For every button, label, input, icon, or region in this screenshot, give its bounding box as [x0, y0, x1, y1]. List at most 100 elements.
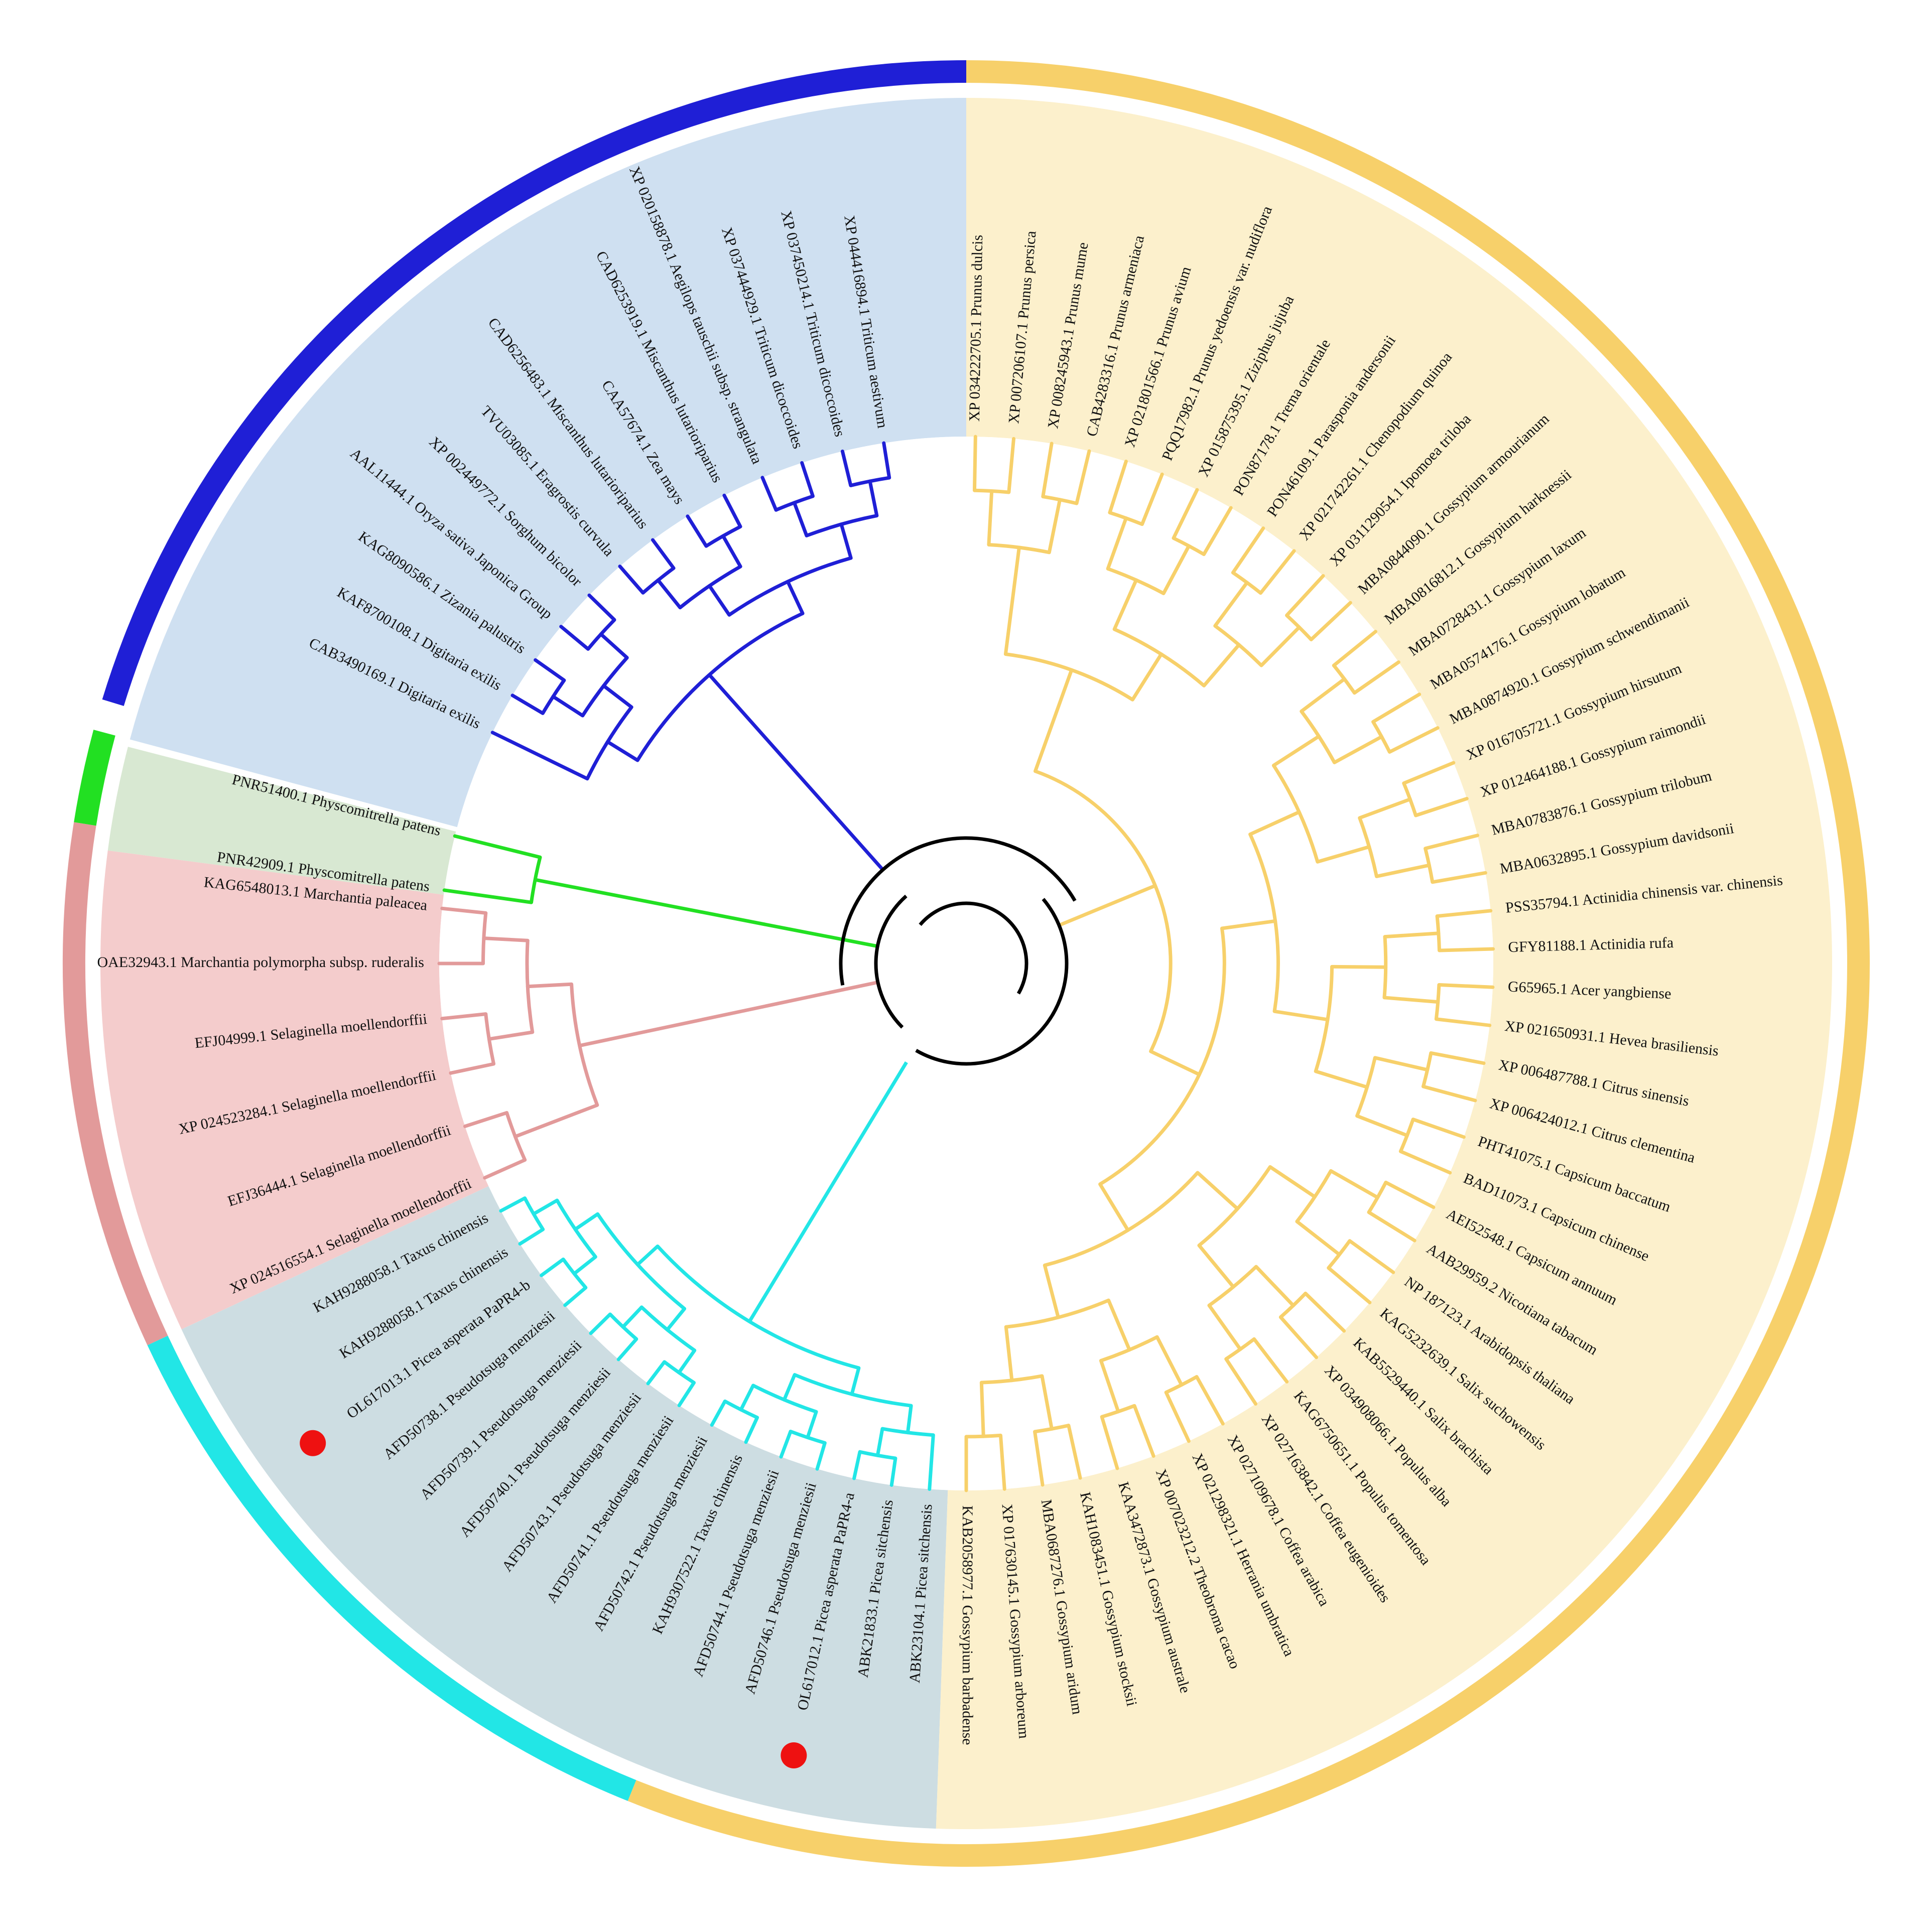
branch — [806, 1410, 818, 1440]
branch — [800, 461, 815, 498]
clade-stem — [579, 981, 878, 1048]
branch — [1285, 574, 1325, 617]
branch — [1384, 1180, 1436, 1209]
branch — [1371, 693, 1422, 724]
branch — [839, 522, 853, 560]
branch — [1421, 1084, 1477, 1103]
branch — [1108, 459, 1128, 515]
branch — [532, 1198, 559, 1216]
branch — [646, 1360, 667, 1386]
branch — [875, 1427, 884, 1457]
branch — [1398, 1149, 1452, 1175]
branch — [1248, 810, 1301, 837]
branch — [779, 1429, 793, 1459]
leaf-label: XP 034222705.1 Prunus dulcis — [966, 235, 986, 422]
outer-clade-ring — [63, 60, 1870, 1867]
branch — [1431, 871, 1487, 884]
branch — [1140, 472, 1164, 526]
branch — [1075, 449, 1091, 505]
branch — [722, 493, 742, 528]
branch — [1231, 526, 1265, 575]
branch — [1355, 1114, 1409, 1138]
gymnosperm-background-sector — [181, 1186, 948, 1829]
branch — [621, 1305, 643, 1329]
leaf-label: OAE32943.1 Marchantia polymorpha subsp. … — [97, 954, 424, 971]
branch — [707, 584, 731, 617]
branch — [440, 1012, 488, 1021]
branch — [1332, 735, 1384, 764]
branch — [513, 1103, 599, 1139]
branch — [1429, 1051, 1486, 1065]
branch — [1164, 1391, 1191, 1443]
branch — [1373, 1056, 1430, 1072]
branch — [1332, 630, 1377, 667]
branch — [1367, 1210, 1416, 1243]
branch — [1196, 1171, 1239, 1211]
branch — [1043, 1263, 1060, 1319]
branch — [1259, 625, 1301, 667]
branch — [1414, 796, 1469, 817]
branch — [599, 632, 629, 660]
branch — [998, 1433, 1006, 1491]
branch — [1106, 1298, 1131, 1352]
red-dot-marker-icon — [300, 1430, 326, 1456]
branch — [1272, 1009, 1330, 1022]
branch — [563, 1286, 588, 1307]
branch — [482, 936, 530, 942]
branch — [792, 501, 809, 537]
monocot-ring-segment — [102, 60, 967, 706]
liverwort-lycophyte-background-sector — [100, 850, 489, 1330]
branch — [721, 534, 742, 569]
branch — [1435, 909, 1493, 918]
branch — [1271, 734, 1321, 767]
branch — [1132, 1404, 1155, 1458]
branch — [635, 1244, 660, 1267]
branch — [487, 1030, 535, 1041]
branch — [987, 489, 994, 546]
backbone-arc — [874, 894, 908, 1029]
branch — [1155, 1335, 1184, 1387]
branch — [1106, 516, 1128, 571]
branch — [1112, 578, 1138, 631]
branch — [551, 695, 585, 718]
clade-stem — [748, 1061, 908, 1323]
branch — [1387, 726, 1440, 754]
branch — [559, 625, 590, 651]
branch — [499, 1196, 527, 1213]
branch — [1358, 797, 1412, 820]
branch — [656, 578, 682, 610]
branch — [589, 1312, 612, 1335]
branch — [1224, 1357, 1258, 1406]
monocot-background-sector — [130, 98, 966, 828]
branch — [868, 479, 879, 518]
branch — [1040, 1374, 1054, 1431]
branch — [1202, 506, 1233, 557]
branch — [573, 1212, 600, 1231]
leaf-markers — [300, 1430, 807, 1769]
branch — [1437, 983, 1495, 989]
branch — [1402, 761, 1456, 785]
branch — [1099, 1358, 1120, 1414]
branch — [651, 538, 676, 570]
branch — [1033, 668, 1074, 773]
branch — [442, 888, 534, 904]
branch — [463, 1111, 509, 1128]
branch — [1207, 1303, 1242, 1351]
tree-center-area — [439, 437, 1493, 1490]
branch — [1033, 1430, 1045, 1487]
branch — [1258, 549, 1296, 595]
moss-ring-segment — [74, 730, 115, 826]
branch — [618, 565, 645, 595]
branch — [1004, 1325, 1014, 1383]
branch — [1374, 863, 1431, 878]
branch — [1316, 845, 1371, 864]
branch — [1047, 498, 1062, 555]
branch — [852, 1450, 862, 1480]
branch — [1067, 1424, 1082, 1480]
branch — [979, 1381, 985, 1438]
gymnosperm-ring-segment — [147, 1335, 636, 1801]
branch — [906, 1404, 913, 1435]
branch — [928, 1433, 935, 1491]
branch — [665, 1307, 687, 1332]
